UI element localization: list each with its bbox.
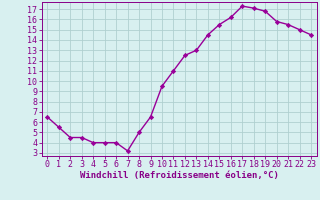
X-axis label: Windchill (Refroidissement éolien,°C): Windchill (Refroidissement éolien,°C) <box>80 171 279 180</box>
